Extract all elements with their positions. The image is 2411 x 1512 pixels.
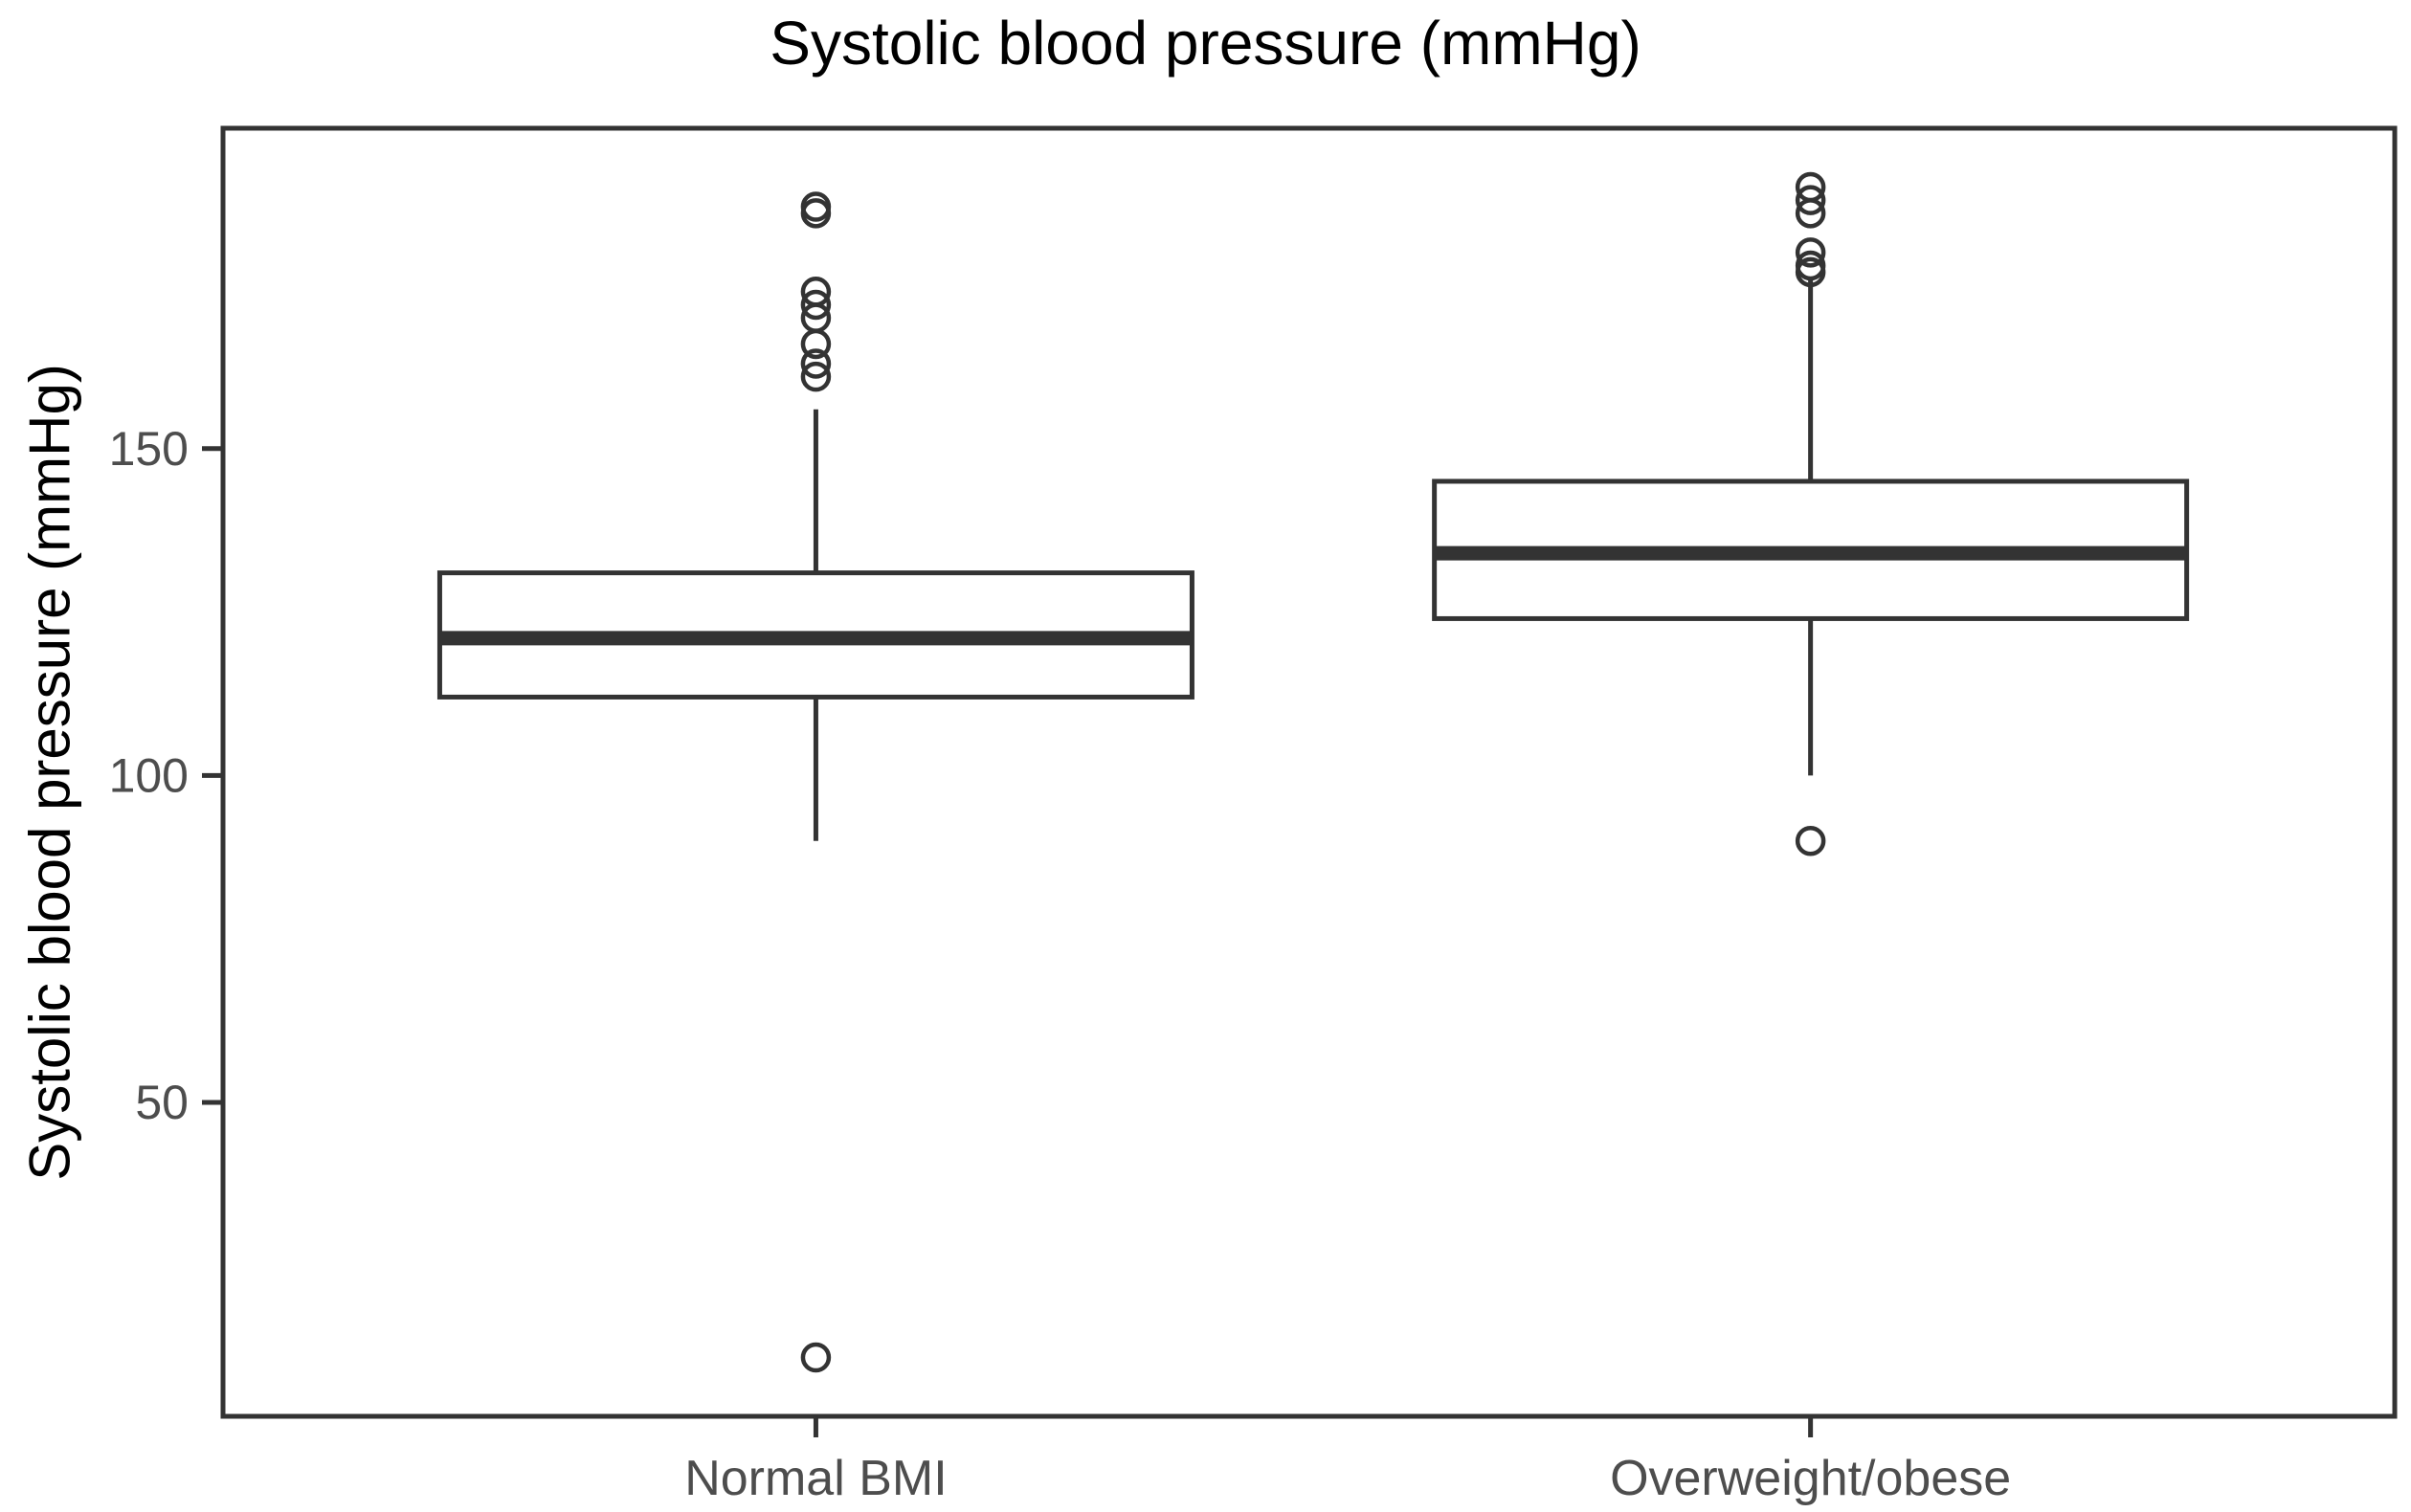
boxplot-overweight-obese bbox=[1432, 171, 2190, 856]
outlier-point bbox=[1795, 250, 1826, 281]
outlier-point bbox=[1795, 825, 1826, 856]
panel-border bbox=[220, 125, 2398, 1419]
x-tick-label: Overweight/obese bbox=[1610, 1451, 2011, 1506]
y-tick-label: 150 bbox=[109, 422, 189, 476]
outlier-point bbox=[800, 1342, 832, 1373]
outlier-point bbox=[800, 277, 832, 307]
outlier-point bbox=[1795, 171, 1826, 203]
outlier-point bbox=[1795, 185, 1826, 215]
outlier-point bbox=[800, 361, 832, 392]
outlier-point bbox=[800, 191, 832, 222]
outlier-point bbox=[1795, 237, 1826, 268]
x-tick-label: Normal BMI bbox=[684, 1451, 947, 1506]
y-tick-label: 100 bbox=[109, 748, 189, 802]
y-axis-ticks: 50 100 150 bbox=[109, 422, 223, 1129]
boxplot-normal-bmi bbox=[436, 191, 1194, 1373]
outlier-point bbox=[800, 328, 832, 360]
x-axis-ticks: Normal BMI Overweight/obese bbox=[684, 1416, 2011, 1506]
outlier-point bbox=[800, 348, 832, 379]
y-tick-label: 50 bbox=[135, 1076, 189, 1129]
chart-title: Systolic blood pressure (mmHg) bbox=[770, 9, 1641, 78]
outlier-point bbox=[800, 289, 832, 321]
